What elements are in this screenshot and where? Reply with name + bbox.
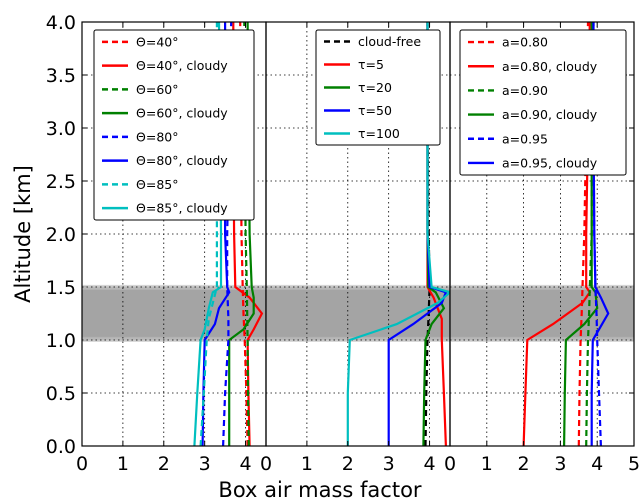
series-line bbox=[590, 22, 610, 446]
series-line bbox=[522, 22, 592, 446]
x-tick-label: 2 bbox=[342, 453, 354, 475]
panel-albedo: 0 1 2 3 4 5 a=0.80 a=0.80, cloudy a=0.90 a=0.90, … bbox=[444, 21, 640, 475]
y-axis-label: Altitude [km] bbox=[11, 165, 35, 303]
y-tick-label: 1.5 bbox=[46, 277, 76, 299]
y-tick-label: 1.0 bbox=[46, 330, 76, 352]
legend-label: a=0.90 bbox=[502, 83, 548, 98]
legend-label: τ=50 bbox=[358, 103, 392, 118]
x-tick-label: 5 bbox=[628, 453, 640, 475]
series-line bbox=[243, 22, 250, 446]
legend-label: a=0.80, cloudy bbox=[502, 59, 598, 74]
x-axis-label: Box air mass factor bbox=[218, 478, 421, 502]
y-tick-label: 3.0 bbox=[46, 118, 76, 140]
cloud-layer-edge bbox=[82, 336, 266, 340]
cloud-layer-band bbox=[82, 287, 266, 340]
legend-label: Θ=60° bbox=[136, 82, 178, 97]
panel-zenith-angle: 0 1 2 3 4 Θ=40° Θ=40°, cloudy Θ=60° Θ=60°, cloud… bbox=[76, 21, 267, 475]
legend-box bbox=[315, 29, 441, 146]
legend-label: Θ=85°, cloudy bbox=[136, 201, 228, 216]
y-axis-ticks: 0.0 0.5 1.0 1.5 2.0 2.5 3.0 3.5 4.0 bbox=[46, 12, 634, 458]
y-tick-label: 0.0 bbox=[46, 436, 76, 458]
x-tick-label: 4 bbox=[591, 453, 603, 475]
legend-label: a=0.80 bbox=[502, 35, 548, 50]
series-line bbox=[346, 22, 450, 446]
x-tick-label: 0 bbox=[76, 453, 88, 475]
legend-label: Θ=80°, cloudy bbox=[136, 153, 228, 168]
y-tick-label: 4.0 bbox=[46, 12, 76, 34]
x-tick-label: 2 bbox=[518, 453, 530, 475]
x-tick-label: 3 bbox=[383, 453, 395, 475]
legend-label: Θ=40° bbox=[136, 34, 178, 49]
legend-label: a=0.95, cloudy bbox=[502, 155, 598, 170]
legend-box bbox=[93, 29, 255, 221]
y-tick-label: 0.5 bbox=[46, 383, 76, 405]
legend-label: a=0.90, cloudy bbox=[502, 107, 598, 122]
x-tick-label: 1 bbox=[117, 453, 129, 475]
y-tick-label: 2.5 bbox=[46, 171, 76, 193]
legend-label: Θ=85° bbox=[136, 177, 178, 192]
x-tick-label: 4 bbox=[240, 453, 252, 475]
panel-frame bbox=[449, 21, 635, 447]
legend-label: τ=20 bbox=[358, 80, 392, 95]
x-tick-label: 3 bbox=[199, 453, 211, 475]
y-tick-label: 2.0 bbox=[46, 224, 76, 246]
cloud-layer-edge bbox=[450, 287, 634, 290]
y-tick-label: 3.5 bbox=[46, 65, 76, 87]
x-tick-label: 3 bbox=[554, 453, 566, 475]
x-tick-label: 2 bbox=[158, 453, 170, 475]
legend-label: a=0.95 bbox=[502, 131, 548, 146]
cloud-layer-edge bbox=[450, 336, 634, 340]
legend-label: Θ=60°, cloudy bbox=[136, 106, 228, 121]
legend-label: τ=5 bbox=[358, 57, 384, 72]
legend-label: τ=100 bbox=[358, 126, 400, 141]
cloud-layer-edge bbox=[266, 287, 450, 290]
legend-label: Θ=80° bbox=[136, 129, 178, 144]
legend-label: Θ=40°, cloudy bbox=[136, 58, 228, 73]
x-tick-label: 1 bbox=[481, 453, 493, 475]
legend-label: cloud-free bbox=[358, 34, 421, 49]
cloud-layer-edge bbox=[82, 287, 266, 290]
cloud-layer-band bbox=[266, 287, 450, 340]
x-tick-label: 0 bbox=[444, 453, 456, 475]
legend-box bbox=[459, 29, 627, 176]
x-tick-label: 0 bbox=[260, 453, 272, 475]
x-tick-label: 1 bbox=[301, 453, 313, 475]
x-tick-label: 4 bbox=[424, 453, 436, 475]
panel-optical-depth: 0 1 2 3 4 cloud-free τ=5 τ=20 τ=50 τ=100 bbox=[260, 21, 451, 475]
